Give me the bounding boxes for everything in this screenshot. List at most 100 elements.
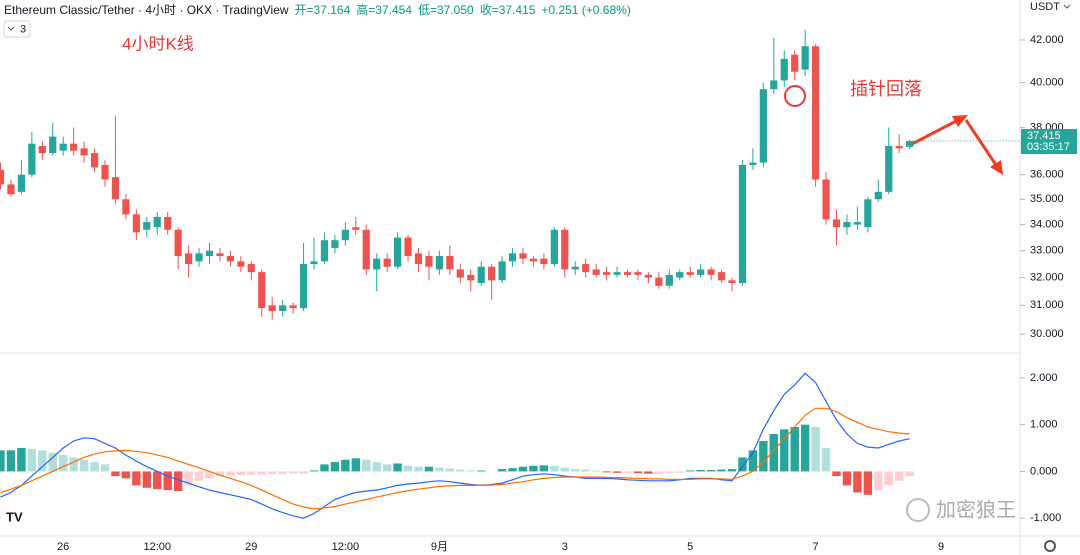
candle-body	[529, 258, 538, 262]
histogram-bar	[111, 471, 120, 477]
histogram-bar	[759, 441, 768, 472]
candle-body	[331, 240, 339, 249]
candle-body	[906, 140, 914, 147]
candle-body	[801, 46, 809, 70]
histogram-bar	[48, 452, 57, 472]
logo: TV	[6, 509, 23, 524]
candle-body	[341, 229, 349, 241]
histogram-bar	[727, 469, 737, 472]
ohlc-value: 开=37.164	[294, 3, 351, 17]
candle-body	[456, 269, 464, 278]
candle-body	[28, 143, 36, 175]
histogram-bar	[884, 471, 893, 486]
candle-body	[592, 269, 600, 275]
histogram-bar	[100, 464, 110, 472]
y-tick-label: 42.000	[1030, 34, 1064, 46]
histogram-bar	[362, 459, 371, 472]
y-tick-label: 33.000	[1030, 245, 1064, 257]
candle-body	[174, 229, 182, 257]
y-tick-label: 31.000	[1030, 299, 1064, 311]
arrow	[911, 116, 963, 146]
arrowhead	[990, 160, 1003, 175]
histogram-bar	[686, 470, 695, 472]
candle-body	[59, 143, 67, 151]
candle-body	[90, 153, 99, 168]
y-tick-label: 1.000	[1030, 419, 1058, 431]
histogram-bar	[623, 471, 632, 473]
histogram-bar	[299, 471, 308, 474]
candle-body	[195, 253, 203, 262]
candle-body	[655, 277, 663, 286]
histogram-bar	[132, 471, 141, 486]
histogram-bar	[654, 471, 664, 474]
settings-icon[interactable]	[1044, 540, 1056, 552]
candle-body	[404, 237, 412, 257]
histogram-bar	[424, 466, 434, 472]
candle-body	[446, 256, 454, 270]
candle-body	[49, 136, 57, 154]
histogram-bar	[675, 471, 684, 473]
indicator-toggle[interactable]	[3, 20, 31, 38]
annotation: 插针回落	[850, 79, 922, 99]
histogram-bar	[800, 424, 810, 472]
signal-line	[0, 407, 910, 510]
histogram-bar	[790, 427, 799, 472]
candle-body	[394, 237, 402, 267]
histogram-bar	[173, 471, 183, 492]
histogram-bar	[497, 469, 507, 472]
histogram-bar	[38, 450, 47, 472]
histogram-bar	[529, 465, 538, 472]
candle-body	[362, 229, 370, 270]
arrowhead	[952, 115, 968, 127]
histogram-bar	[706, 470, 716, 472]
histogram-bar	[309, 470, 319, 472]
histogram-bar	[414, 466, 423, 472]
histogram-bar	[403, 465, 413, 472]
candle-body	[508, 253, 517, 262]
histogram-bar	[895, 471, 904, 481]
candle-body	[164, 216, 172, 230]
histogram-bar	[591, 470, 601, 472]
candle-body	[634, 272, 642, 275]
candle-body	[843, 222, 851, 228]
candle-body	[822, 179, 830, 220]
candle-body	[70, 143, 78, 151]
histogram-bar	[832, 471, 841, 477]
y-tick-label: 40.000	[1030, 77, 1064, 89]
candle-body	[895, 146, 903, 149]
x-tick-label: 12:00	[332, 541, 360, 553]
y-tick-label: 0.000	[1030, 465, 1058, 477]
histogram-bar	[320, 464, 329, 472]
last-price: 37.415	[1027, 130, 1061, 142]
candle-body	[80, 148, 88, 156]
histogram-bar	[257, 471, 266, 475]
candle-body	[519, 253, 527, 259]
candle-body	[216, 253, 224, 257]
histogram-bar	[466, 470, 475, 472]
x-tick-label: 12:00	[143, 541, 171, 553]
currency-label: USDT	[1030, 1, 1060, 13]
histogram-bar	[602, 471, 611, 473]
arrow	[964, 119, 1000, 169]
candle-body	[414, 253, 423, 265]
countdown: 03:35:17	[1027, 141, 1070, 153]
candle-body	[644, 274, 652, 278]
candle-body	[561, 229, 569, 270]
histogram-bar	[853, 471, 862, 493]
histogram-bar	[0, 450, 5, 472]
x-tick-label: 26	[57, 541, 69, 553]
y-tick-label: 36.000	[1030, 169, 1064, 181]
histogram-bar	[121, 471, 131, 479]
histogram-bar	[205, 471, 214, 479]
ohlc-value: 收=37.415	[479, 3, 536, 17]
legend: Ethereum Classic/Tether · 4小时 · OKX · Tr…	[4, 1, 631, 18]
candle-body	[759, 89, 767, 163]
histogram-bar	[288, 471, 298, 474]
histogram-bar	[194, 471, 204, 481]
candle-body	[352, 227, 360, 230]
histogram-bar	[59, 455, 68, 472]
candle-body	[749, 162, 757, 166]
y-tick-label: 32.000	[1030, 272, 1064, 284]
histogram-bar	[560, 467, 569, 472]
candle-body	[320, 240, 329, 262]
